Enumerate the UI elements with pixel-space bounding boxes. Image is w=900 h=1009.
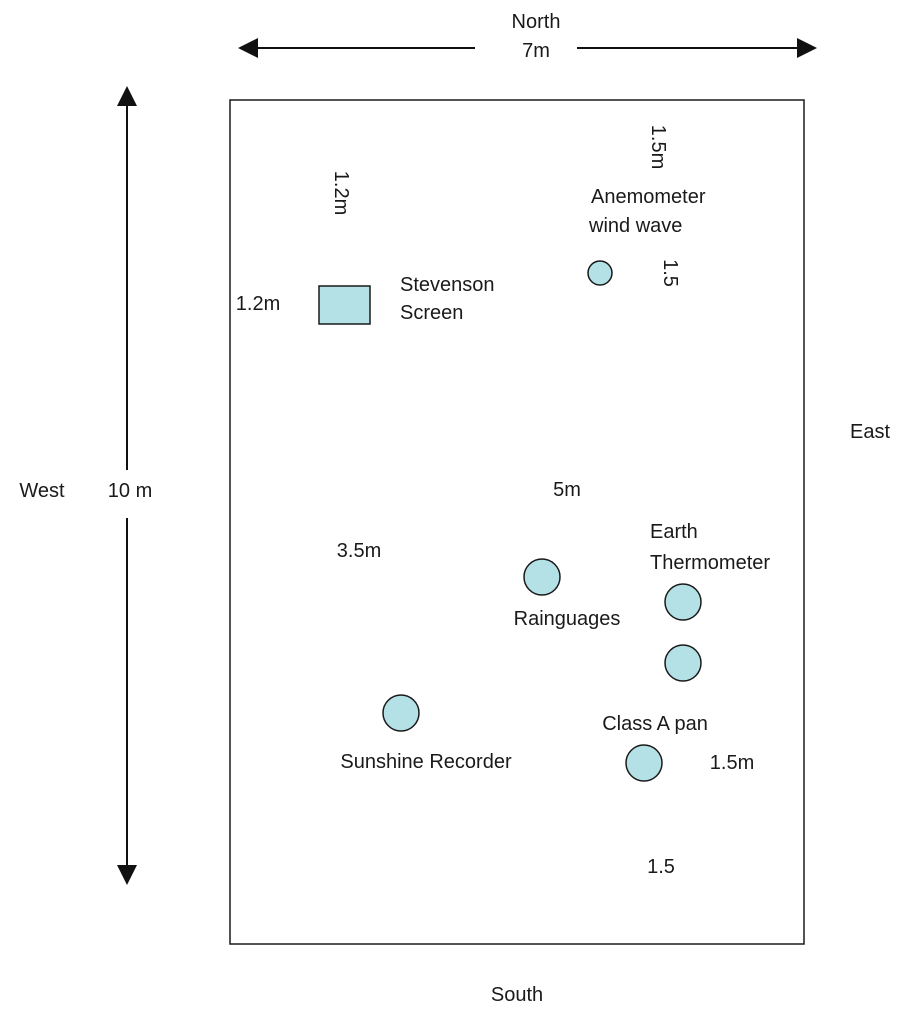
east-label: East (850, 421, 890, 443)
earth-thermometer-circle-2 (664, 644, 702, 682)
screen-top-distance: 1.2m (330, 171, 352, 215)
pan-right-distance: 1.5m (710, 752, 754, 774)
west-label: West (19, 480, 65, 502)
length-label: 10 m (108, 480, 152, 502)
earth-thermometer-circle-1 (664, 583, 702, 621)
anemometer-circle (587, 260, 613, 286)
south-label: South (491, 984, 543, 1006)
screen-left-distance: 1.2m (236, 293, 280, 315)
north-label: North (512, 11, 561, 33)
stevenson-screen-box (318, 285, 371, 325)
sunshine-recorder-label: Sunshine Recorder (340, 751, 512, 773)
stevenson-screen-label-1: Stevenson (400, 274, 495, 296)
earth-thermometer-label-2: Thermometer (650, 552, 770, 574)
sunshine-recorder-circle (382, 694, 420, 732)
anemometer-top-distance: 1.5m (647, 125, 669, 169)
left-mid-distance: 3.5m (337, 540, 381, 562)
rainguage-circle (523, 558, 561, 596)
anemometer-label-1: Anemometer (591, 186, 706, 208)
class-a-pan-circle (625, 744, 663, 782)
anemometer-label-2: wind wave (588, 215, 682, 237)
width-label: 7m (522, 40, 550, 62)
rainguages-label: Rainguages (514, 608, 621, 630)
earth-thermometer-label-1: Earth (650, 521, 698, 543)
class-a-pan-label: Class A pan (602, 713, 708, 735)
station-enclosure (229, 99, 805, 945)
pan-bottom-distance: 1.5 (647, 856, 675, 878)
center-distance: 5m (553, 479, 581, 501)
anemometer-right-distance: 1.5 (659, 259, 681, 287)
stevenson-screen-label-2: Screen (400, 302, 463, 324)
